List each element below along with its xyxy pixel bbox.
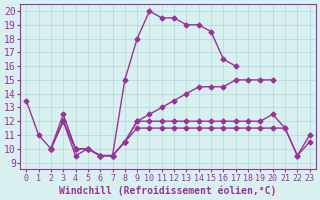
X-axis label: Windchill (Refroidissement éolien,°C): Windchill (Refroidissement éolien,°C)	[59, 185, 277, 196]
